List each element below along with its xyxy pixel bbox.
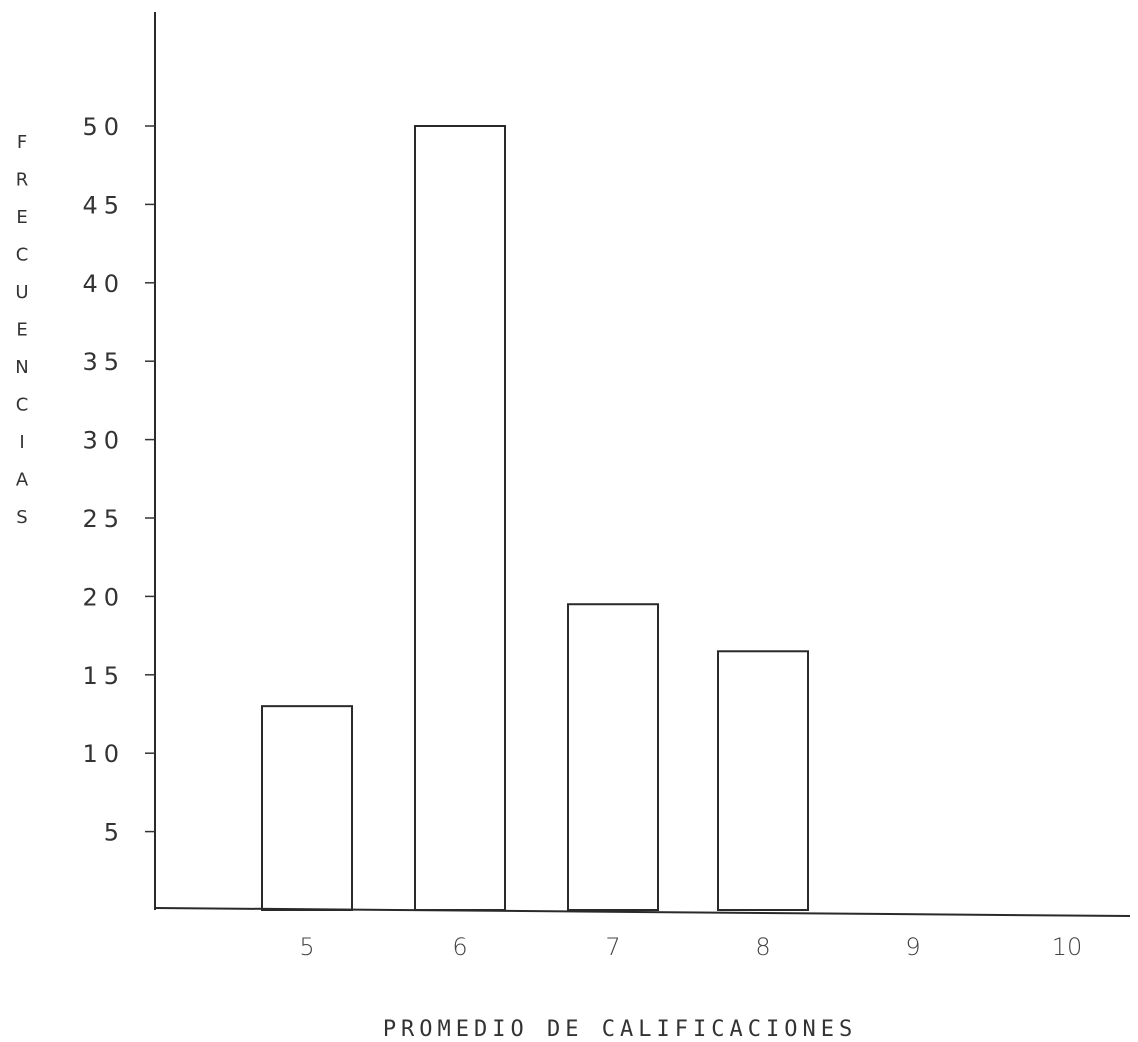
y-axis-label-letter: C (16, 395, 29, 416)
y-tick-label-5: 5 (104, 819, 125, 847)
x-tick-label-9: 9 (905, 933, 920, 961)
bar-7 (567, 603, 659, 911)
y-tick-label-15: 15 (82, 662, 125, 690)
y-axis-label-letter: U (15, 282, 28, 303)
bar-8 (717, 650, 809, 912)
y-tick-label-50: 50 (82, 113, 125, 141)
y-axis-label-letter: R (16, 170, 29, 191)
y-tick-label-25: 25 (82, 505, 125, 533)
x-ticks-group: 5 6 7 8 9 10 (299, 933, 1082, 961)
x-axis (154, 907, 1131, 917)
x-tick-label-6: 6 (452, 933, 467, 961)
x-tick-label-10: 10 (1052, 933, 1083, 961)
x-axis-label: PROMEDIO DE CALIFICACIONES (383, 1017, 857, 1042)
x-tick-label-7: 7 (605, 933, 620, 961)
y-axis-label-letter: F (17, 132, 27, 153)
y-axis-label-letter: I (19, 432, 24, 453)
y-tick-label-35: 35 (82, 348, 125, 376)
x-tick-label-8: 8 (755, 933, 770, 961)
y-tick-label-10: 10 (82, 740, 125, 768)
bar-6 (414, 125, 506, 911)
y-axis-label-letter: E (16, 207, 27, 228)
y-ticks-group: 5 10 15 20 25 30 35 40 45 50 (82, 113, 155, 847)
y-tick-label-20: 20 (82, 583, 125, 611)
y-axis-label-letter: C (16, 245, 29, 266)
y-axis-label-letter: E (16, 320, 27, 341)
y-tick-label-30: 30 (82, 427, 125, 455)
y-axis-label-letter: S (16, 507, 27, 528)
y-tick-label-45: 45 (82, 191, 125, 219)
bar-5 (261, 705, 353, 911)
y-axis-label-letter: N (15, 357, 28, 378)
y-tick-label-40: 40 (82, 270, 125, 298)
bars-group (261, 125, 809, 912)
x-tick-label-5: 5 (299, 933, 314, 961)
y-axis-label-letter: A (16, 470, 29, 491)
